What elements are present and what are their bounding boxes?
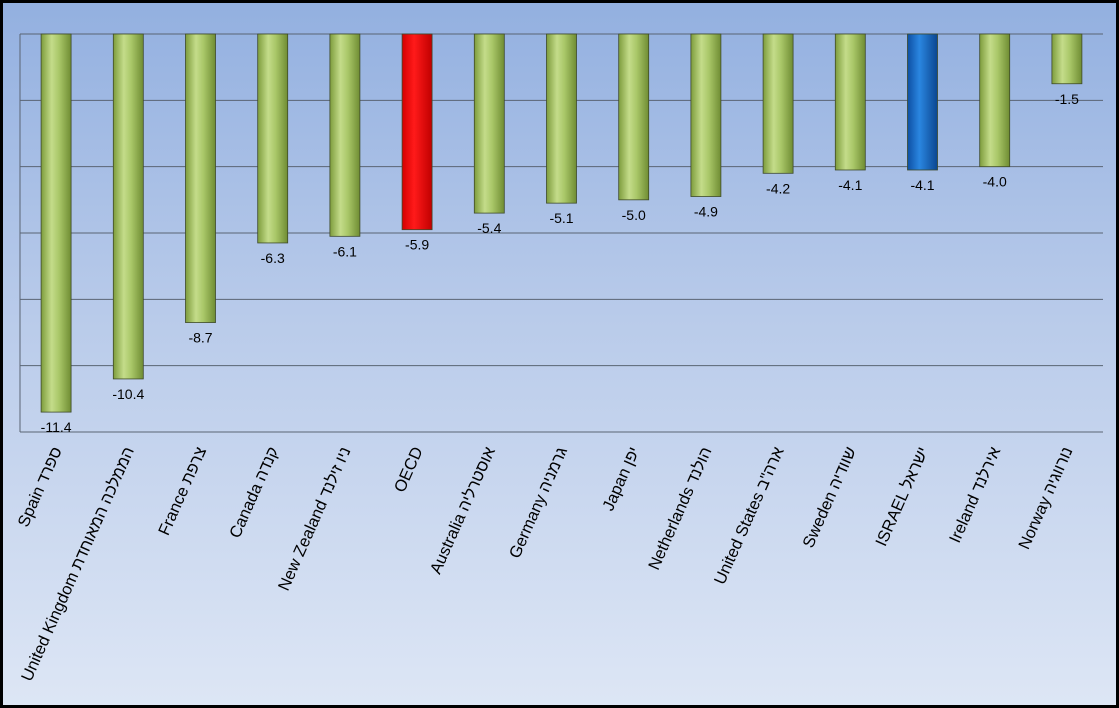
category-label: Norway נורווגיה [1015,444,1076,552]
bar [1051,33,1083,85]
category-label: United States ארה"ב [711,444,788,588]
bar [401,33,433,231]
value-label: -11.4 [41,419,72,435]
bar [257,33,289,244]
category-label: France צרפת [155,444,210,538]
bar [690,33,722,197]
value-label: -6.3 [261,250,285,266]
category-label: New Zealand ניו זילנד [275,444,355,593]
bar [762,33,794,174]
value-label: -4.1 [910,177,934,193]
category-label: ISRAEL ישראל [872,444,932,549]
value-label: -5.9 [405,237,429,253]
category-label: Australia אוסטרליה [427,444,499,577]
value-label: -4.2 [766,180,790,196]
bar [185,33,216,323]
value-label: -6.1 [333,243,357,259]
category-label: Netherlands הולנד [645,444,715,572]
bar [546,33,577,204]
value-label: -5.1 [549,210,573,226]
category-label: Sweden שוודיה [799,444,860,550]
bar [979,33,1011,168]
bar [329,33,361,237]
value-label: -5.4 [477,220,501,236]
value-label: -5.0 [622,207,646,223]
bar [40,33,72,413]
bar-chart: -11.4 -10.4 -8.7 -6.3 -6.1 -5.9 -5.4 -5.1 -5.0 -4… [15,33,1103,684]
category-label: Germany גרמניה [506,444,571,561]
bar [618,33,650,201]
bar [834,33,866,171]
value-label: -8.7 [188,330,212,346]
category-label: Ireland אירלנד [946,444,1005,546]
value-label: -1.5 [1055,91,1079,107]
value-labels: -11.4 -10.4 -8.7 -6.3 -6.1 -5.9 -5.4 -5.1 -5.0 -4… [41,91,1080,435]
value-label: -4.9 [694,204,718,220]
category-label: OECD [391,444,427,495]
category-label: Canada קנדה [226,444,282,541]
bars [40,33,1083,413]
value-label: -4.1 [838,177,862,193]
category-label: Japan יפן [599,444,643,513]
value-label: -4.0 [983,174,1007,190]
value-label: -10.4 [112,386,144,402]
bar [473,33,505,214]
bar [907,33,938,171]
category-label: Spain ספרד [15,444,66,529]
bar [112,33,144,380]
